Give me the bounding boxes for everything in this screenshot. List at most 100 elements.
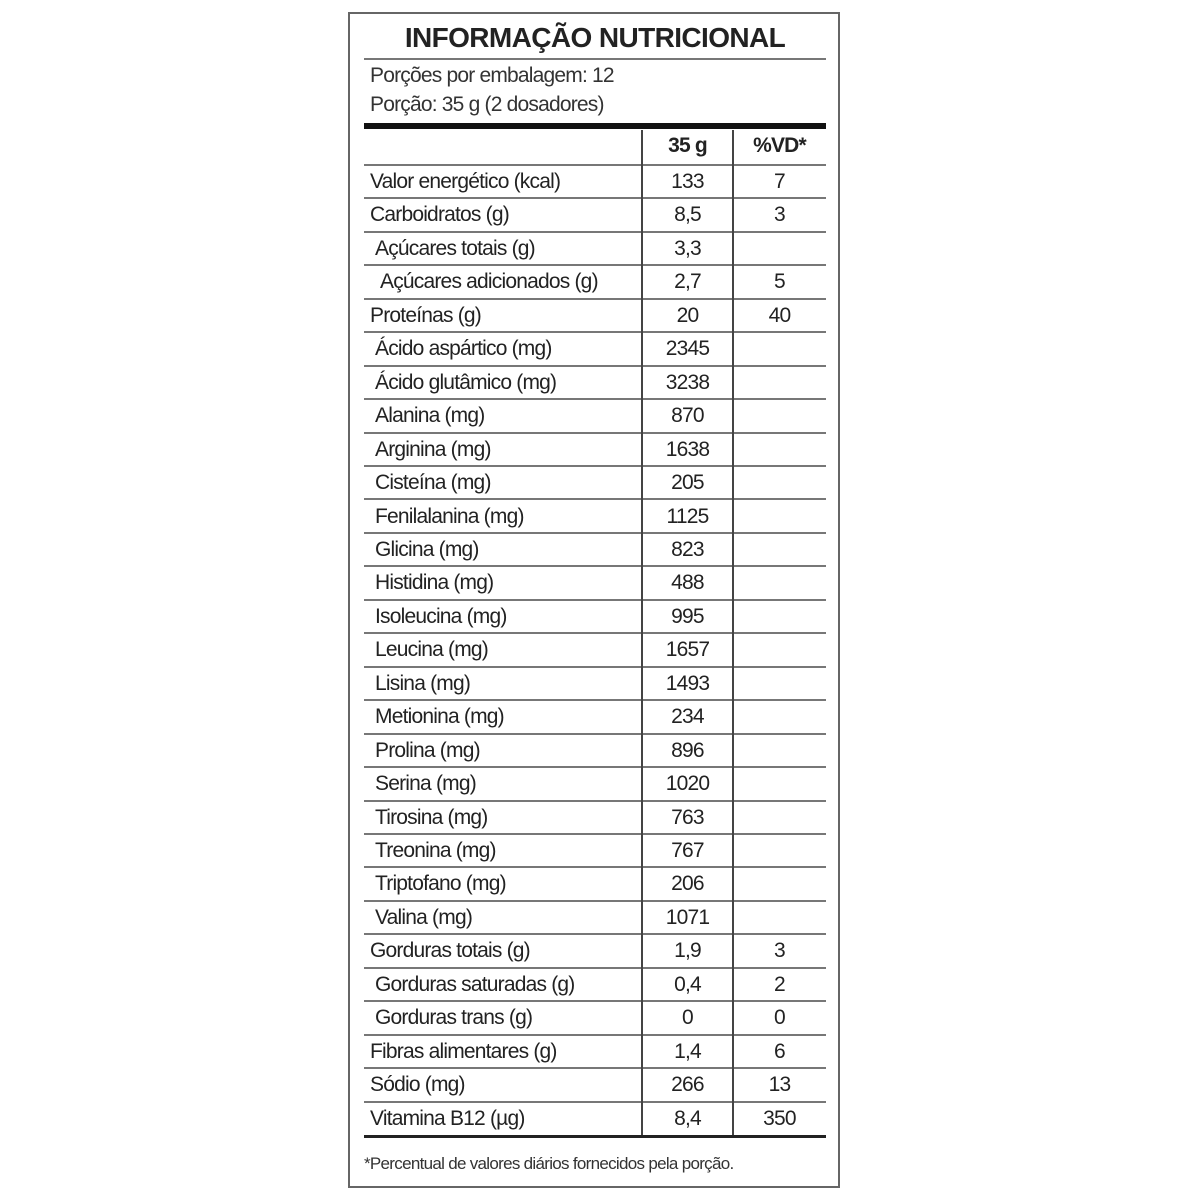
nutrient-amount: 823 <box>671 537 704 561</box>
table-row: Prolina (mg) 896 <box>364 735 826 769</box>
nutrient-name: Carboidratos (g) <box>370 203 510 227</box>
nutrient-name: Gorduras totais (g) <box>370 939 531 963</box>
table-row: Valor energético (kcal) 133 7 <box>364 166 826 200</box>
table-row: Gorduras totais (g) 1,9 3 <box>364 935 826 969</box>
nutrient-amount: 3238 <box>665 370 710 394</box>
nutrient-amount: 266 <box>671 1073 704 1097</box>
table-row: Sódio (mg) 266 13 <box>364 1069 826 1103</box>
nutrient-dv: 2 <box>774 972 786 996</box>
table-row: Gorduras saturadas (g) 0,4 2 <box>364 969 826 1003</box>
nutrient-amount: 995 <box>671 604 704 628</box>
nutrient-amount: 20 <box>676 303 700 327</box>
nutrient-name: Lisina (mg) <box>375 671 471 695</box>
bottom-divider <box>364 1135 826 1139</box>
nutrient-amount: 234 <box>671 705 704 729</box>
nutrient-name: Valor energético (kcal) <box>370 170 561 193</box>
table-row: Metionina (mg) 234 <box>364 701 826 735</box>
nutrient-name: Gorduras trans (g) <box>375 1006 533 1030</box>
nutrient-amount: 1638 <box>665 437 710 461</box>
nutrient-name: Sódio (mg) <box>370 1073 466 1097</box>
table-row: Fenilalanina (mg) 1125 <box>364 501 826 534</box>
nutrient-amount: 0 <box>682 1006 694 1030</box>
nutrient-name: Serina (mg) <box>375 772 477 796</box>
nutrient-amount: 1020 <box>665 772 710 796</box>
nutrition-facts-label: INFORMAÇÃO NUTRICIONAL Porções por embal… <box>348 12 840 1188</box>
nutrient-amount: 1,4 <box>674 1039 702 1063</box>
table-row: Fibras alimentares (g) 1,4 6 <box>364 1036 826 1070</box>
nutrient-amount: 2345 <box>665 337 710 361</box>
nutrient-name: Tirosina (mg) <box>375 805 488 829</box>
nutrient-name: Cisteína (mg) <box>375 471 491 495</box>
table-row: Lisina (mg) 1493 <box>364 668 826 702</box>
nutrient-name: Treonina (mg) <box>375 839 497 862</box>
nutrient-dv: 3 <box>774 939 786 963</box>
nutrient-name: Ácido aspártico (mg) <box>375 337 552 361</box>
nutrient-name: Vitamina B12 (µg) <box>370 1106 525 1130</box>
table-row: Triptofano (mg) 206 <box>364 868 826 902</box>
nutrient-amount: 1493 <box>665 671 710 695</box>
table-row: Serina (mg) 1020 <box>364 768 826 802</box>
nutrient-amount: 1,9 <box>674 939 702 963</box>
nutrient-name: Proteínas (g) <box>370 303 482 327</box>
table-row: Carboidratos (g) 8,5 3 <box>364 199 826 233</box>
nutrient-dv: 13 <box>768 1073 792 1097</box>
nutrient-name: Açúcares adicionados (g) <box>380 270 599 294</box>
nutrient-amount: 1125 <box>666 504 710 528</box>
table-row: Proteínas (g) 20 40 <box>364 300 826 334</box>
nutrient-amount: 763 <box>671 805 704 829</box>
nutrient-dv: 3 <box>774 203 786 227</box>
nutrient-name: Valina (mg) <box>375 905 473 929</box>
nutrient-name: Açúcares totais (g) <box>375 236 536 260</box>
amount-column-header: 35 g <box>668 134 708 157</box>
table-row: Treonina (mg) 767 <box>364 835 826 869</box>
column-divider <box>732 130 734 1137</box>
nutrient-name: Isoleucina (mg) <box>375 604 507 628</box>
table-row: Ácido aspártico (mg) 2345 <box>364 333 826 367</box>
dv-column-header: %VD* <box>753 134 807 157</box>
nutrient-amount: 488 <box>671 571 704 595</box>
nutrient-amount: 8,5 <box>674 203 702 227</box>
nutrient-amount: 1071 <box>665 905 710 929</box>
nutrient-amount: 767 <box>671 839 704 862</box>
table-row: Gorduras trans (g) 0 0 <box>364 1002 826 1036</box>
thick-divider <box>364 123 826 129</box>
nutrient-amount: 133 <box>671 170 704 193</box>
nutrient-name: Fibras alimentares (g) <box>370 1039 557 1063</box>
nutrient-amount: 206 <box>671 872 704 896</box>
nutrient-name: Histidina (mg) <box>375 571 494 595</box>
table-row: Leucina (mg) 1657 <box>364 634 826 668</box>
label-title: INFORMAÇÃO NUTRICIONAL <box>404 22 786 53</box>
table-row: Cisteína (mg) 205 <box>364 467 826 501</box>
nutrient-name: Ácido glutâmico (mg) <box>375 370 557 394</box>
nutrient-dv: 6 <box>774 1039 786 1063</box>
table-header: 35 g %VD* <box>364 130 826 166</box>
table-row: Glicina (mg) 823 <box>364 534 826 568</box>
divider <box>364 58 826 60</box>
nutrient-name: Fenilalanina (mg) <box>375 504 524 528</box>
table-row: Açúcares adicionados (g) 2,7 5 <box>364 266 826 300</box>
nutrient-name: Triptofano (mg) <box>375 872 507 896</box>
table-row: Tirosina (mg) 763 <box>364 802 826 835</box>
nutrient-amount: 3,3 <box>674 236 702 260</box>
nutrient-name: Arginina (mg) <box>375 437 491 461</box>
table-row: Alanina (mg) 870 <box>364 400 826 434</box>
nutrient-name: Metionina (mg) <box>375 705 505 729</box>
nutrient-name: Glicina (mg) <box>375 537 479 561</box>
column-divider <box>641 130 643 1137</box>
table-row: Vitamina B12 (µg) 8,4 350 <box>364 1103 826 1136</box>
nutrient-amount: 1657 <box>665 638 710 662</box>
table-row: Arginina (mg) 1638 <box>364 434 826 468</box>
nutrient-name: Alanina (mg) <box>375 404 485 428</box>
nutrient-dv: 5 <box>774 270 786 294</box>
nutrient-dv: 40 <box>768 303 792 327</box>
nutrient-amount: 205 <box>671 471 704 495</box>
nutrient-amount: 896 <box>671 738 704 762</box>
nutrient-name: Prolina (mg) <box>375 738 481 762</box>
nutrient-dv: 350 <box>763 1106 796 1130</box>
servings-per-package: Porções por embalagem: 12 <box>370 64 615 87</box>
table-row: Isoleucina (mg) 995 <box>364 601 826 635</box>
nutrient-name: Leucina (mg) <box>375 638 489 662</box>
nutrient-dv: 0 <box>774 1006 786 1030</box>
serving-size: Porção: 35 g (2 dosadores) <box>370 93 604 116</box>
nutrient-amount: 2,7 <box>674 270 702 294</box>
